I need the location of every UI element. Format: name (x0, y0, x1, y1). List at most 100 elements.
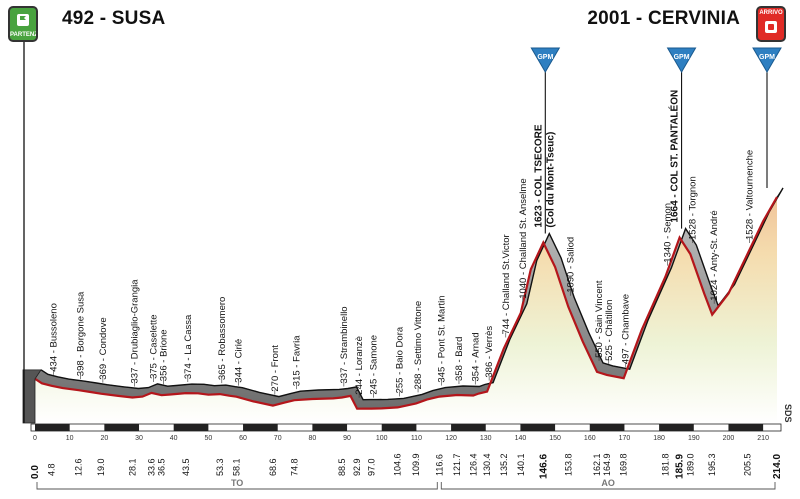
place-label: 244 - Loranzè (354, 336, 365, 395)
scale-tick-label: 140 (515, 435, 527, 442)
scale-segment (104, 424, 140, 431)
climb-sublabel: (Col du Mont-Tseuc) (545, 132, 556, 228)
scale-segment (728, 424, 764, 431)
km-label: 58.1 (231, 458, 241, 476)
place-labels: 434 - Bussoleno 398 - Borgone Susa 369 - C… (49, 150, 756, 398)
place-label: 356 - Brione (159, 329, 170, 381)
province-bracket (36, 482, 438, 490)
climb-markers: 1623 - COL TSECORE (Col du Mont-Tseuc) GPM… (530, 47, 782, 234)
profile-start-block (22, 369, 42, 424)
km-label: 205.5 (743, 453, 753, 476)
finish-target-icon (765, 21, 777, 33)
km-label: 135.2 (499, 453, 509, 476)
finish-badge-label: ARRIVO (759, 10, 783, 16)
place-label: 550 - Sain Vincent (594, 280, 605, 358)
scale-tick-label: 120 (445, 435, 457, 442)
scale-tick-label: 50 (204, 435, 212, 442)
km-label: 162.1 (592, 453, 602, 476)
place-label: 386 - Verrès (484, 326, 495, 378)
ground-area (35, 197, 777, 423)
scale-segment (173, 424, 209, 431)
km-label: 130.4 (482, 453, 492, 476)
km-label: 153.8 (563, 453, 573, 476)
scale-tick-label: 30 (135, 435, 143, 442)
scale-tick-label: 10 (66, 435, 74, 442)
place-label: 497 - Chambave (621, 294, 632, 364)
scale-tick-label: 130 (480, 435, 492, 442)
place-label: 525 - Châtillon (604, 300, 615, 361)
place-label: 345 - Pont St. Martin (436, 295, 447, 382)
km-label: 189.0 (685, 453, 695, 476)
scale-tick-label: 70 (274, 435, 282, 442)
sponsor-text: SDS (783, 404, 793, 423)
scale-tick-label: 40 (170, 435, 178, 442)
place-label: 434 - Bussoleno (49, 303, 60, 372)
place-label: 744 - Challand St.Victor (501, 234, 512, 334)
place-label: 245 - Samone (368, 335, 379, 395)
scale-segment (520, 424, 556, 431)
gpm-label: GPM (537, 54, 553, 61)
scale-tick-label: 170 (619, 435, 631, 442)
km-label: 121.7 (452, 453, 462, 476)
km-label: 53.3 (215, 458, 225, 476)
gpm-label: GPM (674, 54, 690, 61)
km-label: 19.0 (96, 458, 106, 476)
km-label: 43.5 (181, 458, 191, 476)
place-label: 1090 - Saliod (565, 237, 576, 293)
scale-segment (312, 424, 348, 431)
place-label: 369 - Condove (98, 317, 109, 379)
km-label: 214.0 (772, 454, 783, 479)
scale-segment (589, 424, 625, 431)
gpm-label: GPM (759, 54, 775, 61)
scale-tick-label: 160 (584, 435, 596, 442)
place-label: 337 - Strambinello (339, 306, 350, 383)
start-flag-icon (17, 14, 29, 26)
scale-tick-label: 150 (549, 435, 561, 442)
start-badge-label: PARTENZA (10, 32, 38, 38)
climb-label: 1623 - COL TSECORE (533, 124, 544, 228)
km-label: 140.1 (516, 453, 526, 476)
place-label: 1024 - Anty-St. André (709, 210, 720, 300)
scale-tick-label: 200 (723, 435, 735, 442)
gpm-marker (666, 47, 697, 73)
km-label: 4.8 (47, 463, 57, 476)
place-label: 1340 - Semon (662, 203, 673, 263)
place-label: 1528 - Valtournenche (745, 150, 756, 240)
distance-scale: 0 10 20 30 40 50 60 70 80 90 100 110 120 130 140 150 160… (30, 423, 782, 442)
province-label: TO (231, 478, 243, 488)
km-label: 97.0 (366, 458, 376, 476)
scale-tick-label: 190 (688, 435, 700, 442)
place-label: 374 - La Cassa (183, 314, 194, 379)
scale-tick-label: 110 (411, 435, 422, 442)
climb-label: 1664 - COL ST. PANTALÉON (668, 90, 681, 223)
km-label: 28.1 (127, 458, 137, 476)
province-bar: TO AO (36, 478, 776, 490)
scale-tick-label: 80 (308, 435, 316, 442)
start-title: 492 - SUSA (62, 8, 166, 29)
gpm-marker (752, 47, 782, 73)
scale-tick-label: 100 (376, 435, 388, 442)
place-label: 315 - Favria (291, 335, 302, 386)
km-label: 0.0 (30, 465, 41, 479)
km-labels: 0.0 4.8 12.6 19.0 28.1 33.6 36.5 43.5 53.3 58.1 68… (30, 453, 783, 479)
scale-tick-label: 210 (757, 435, 769, 442)
km-label: 104.6 (393, 453, 403, 476)
km-label: 195.3 (707, 453, 717, 476)
place-label: 1528 - Torgnon (687, 176, 698, 240)
place-label: 375 - Caselette (149, 314, 160, 378)
km-label: 116.6 (434, 454, 444, 476)
place-label: 344 - Cirié (233, 339, 244, 383)
province-bracket (440, 482, 776, 490)
place-label: 288 - Settimo Vittone (413, 301, 424, 390)
place-label: 354 - Arnad (470, 332, 481, 381)
km-label: 146.6 (538, 454, 549, 479)
scale-tick-label: 20 (100, 435, 108, 442)
km-label: 185.9 (675, 454, 686, 479)
place-label: 270 - Front (270, 345, 281, 392)
scale-segment (659, 424, 694, 431)
place-label: 358 - Bard (454, 337, 465, 381)
km-label: 88.5 (337, 458, 347, 476)
place-label: 1040 - Challand St. Anselme (518, 178, 529, 298)
scale-segment (243, 424, 278, 431)
